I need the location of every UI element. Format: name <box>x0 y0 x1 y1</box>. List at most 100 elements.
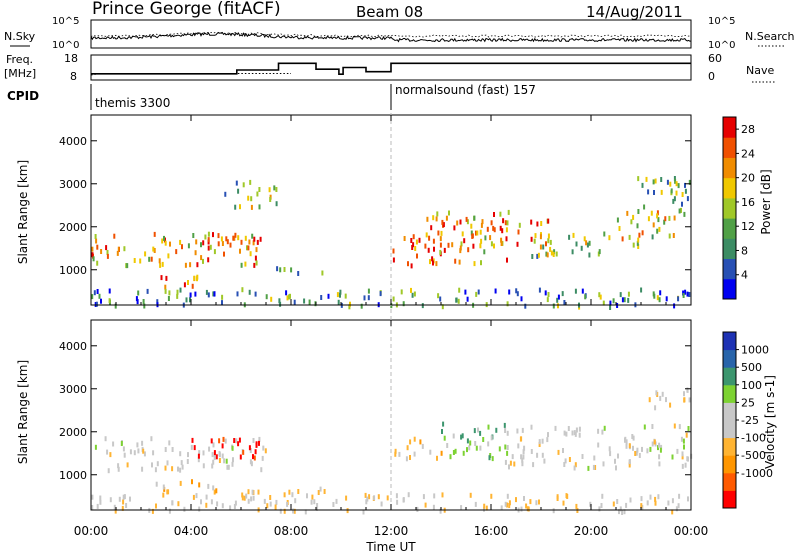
heatmap-cell <box>412 234 415 240</box>
heatmap-cell <box>194 291 197 297</box>
heatmap-cell <box>407 261 409 267</box>
heatmap-cell <box>574 288 577 294</box>
heatmap-cell <box>666 179 669 185</box>
heatmap-cell <box>159 262 162 268</box>
colorbar-tick-label: 500 <box>741 361 762 374</box>
heatmap-cell <box>156 299 159 305</box>
heatmap-cell <box>539 244 542 250</box>
heatmap-cell <box>144 251 147 257</box>
heatmap-cell <box>467 247 470 253</box>
heatmap-cell <box>477 289 480 295</box>
colorbar-tick-label: 4 <box>741 269 748 282</box>
heatmap-cell <box>523 496 525 501</box>
heatmap-cell <box>185 297 188 303</box>
heatmap-cell <box>612 298 615 304</box>
heatmap-cell <box>466 447 468 453</box>
heatmap-cell <box>249 251 252 257</box>
heatmap-cell <box>515 288 518 294</box>
heatmap-cell <box>394 448 397 454</box>
heatmap-cell <box>681 451 684 457</box>
heatmap-cell <box>636 447 639 453</box>
heatmap-cell <box>226 464 229 470</box>
heatmap-cell <box>677 503 680 509</box>
heatmap-cell <box>122 494 125 500</box>
heatmap-cell <box>190 444 193 450</box>
heatmap-cell <box>614 458 616 464</box>
heatmap-cell <box>632 242 635 248</box>
heatmap-cell <box>207 292 210 298</box>
heatmap-cell <box>210 499 213 505</box>
heatmap-cell <box>256 191 259 197</box>
heatmap-cell <box>221 453 224 459</box>
heatmap-cell <box>500 505 503 511</box>
heatmap-cell <box>252 240 255 246</box>
heatmap-cell <box>411 245 414 250</box>
heatmap-cell <box>637 244 640 249</box>
heatmap-cell <box>486 226 489 232</box>
heatmap-cell <box>460 505 463 511</box>
heatmap-cell <box>617 453 619 459</box>
heatmap-cell <box>122 499 125 505</box>
heatmap-cell <box>432 260 434 266</box>
heatmap-cell <box>575 503 578 509</box>
heatmap-cell <box>263 498 266 504</box>
heatmap-cell <box>681 201 683 207</box>
heatmap-cell <box>648 397 651 403</box>
heatmap-cell <box>455 297 458 303</box>
heatmap-cell <box>663 219 666 225</box>
heatmap-cell <box>363 295 366 301</box>
heatmap-cell <box>153 231 156 237</box>
heatmap-cell <box>506 493 509 499</box>
heatmap-cell <box>441 429 443 434</box>
heatmap-cell <box>546 252 549 258</box>
heatmap-cell <box>217 241 220 247</box>
heatmap-cell <box>419 439 422 445</box>
heatmap-cell <box>251 489 254 495</box>
heatmap-cell <box>547 233 550 239</box>
heatmap-cell <box>197 453 200 459</box>
noise-trace <box>90 31 692 43</box>
heatmap-cell <box>360 303 363 309</box>
heatmap-cell <box>686 196 689 202</box>
heatmap-cell <box>253 455 256 461</box>
heatmap-cell <box>221 503 224 509</box>
heatmap-cell <box>167 489 170 495</box>
heatmap-cell <box>416 253 418 259</box>
heatmap-cell <box>93 290 96 296</box>
heatmap-cell <box>164 284 167 290</box>
heatmap-cell <box>667 500 670 506</box>
heatmap-cell <box>504 220 507 226</box>
heatmap-cell <box>688 397 691 403</box>
heatmap-cell <box>435 261 438 267</box>
heatmap-cell <box>255 247 258 253</box>
heatmap-cell <box>489 235 492 241</box>
heatmap-cell <box>503 422 506 428</box>
heatmap-cell <box>545 241 547 247</box>
heatmap-cell <box>186 459 189 464</box>
heatmap-cell <box>536 221 539 227</box>
heatmap-cell <box>156 461 159 467</box>
heatmap-cell <box>151 508 154 514</box>
heatmap-cell <box>262 445 265 451</box>
noise-panel-frame <box>90 19 692 49</box>
heatmap-cell <box>413 436 416 442</box>
heatmap-cell <box>234 500 237 506</box>
heatmap-cell <box>437 293 440 299</box>
heatmap-cell <box>456 220 459 226</box>
x-tick-label: 20:00 <box>574 524 609 538</box>
heatmap-cell <box>538 442 541 447</box>
heatmap-cell <box>253 262 256 268</box>
heatmap-cell <box>94 444 97 450</box>
heatmap-cell <box>198 506 201 512</box>
heatmap-cell <box>437 230 440 236</box>
heatmap-cell <box>675 181 678 187</box>
heatmap-cell <box>123 452 126 458</box>
heatmap-cell <box>258 436 261 442</box>
heatmap-cell <box>255 260 258 266</box>
heatmap-cell <box>249 448 252 453</box>
heatmap-cell <box>513 461 516 467</box>
heatmap-cell <box>344 293 347 299</box>
heatmap-cell <box>501 228 504 234</box>
heatmap-cell <box>164 465 167 471</box>
